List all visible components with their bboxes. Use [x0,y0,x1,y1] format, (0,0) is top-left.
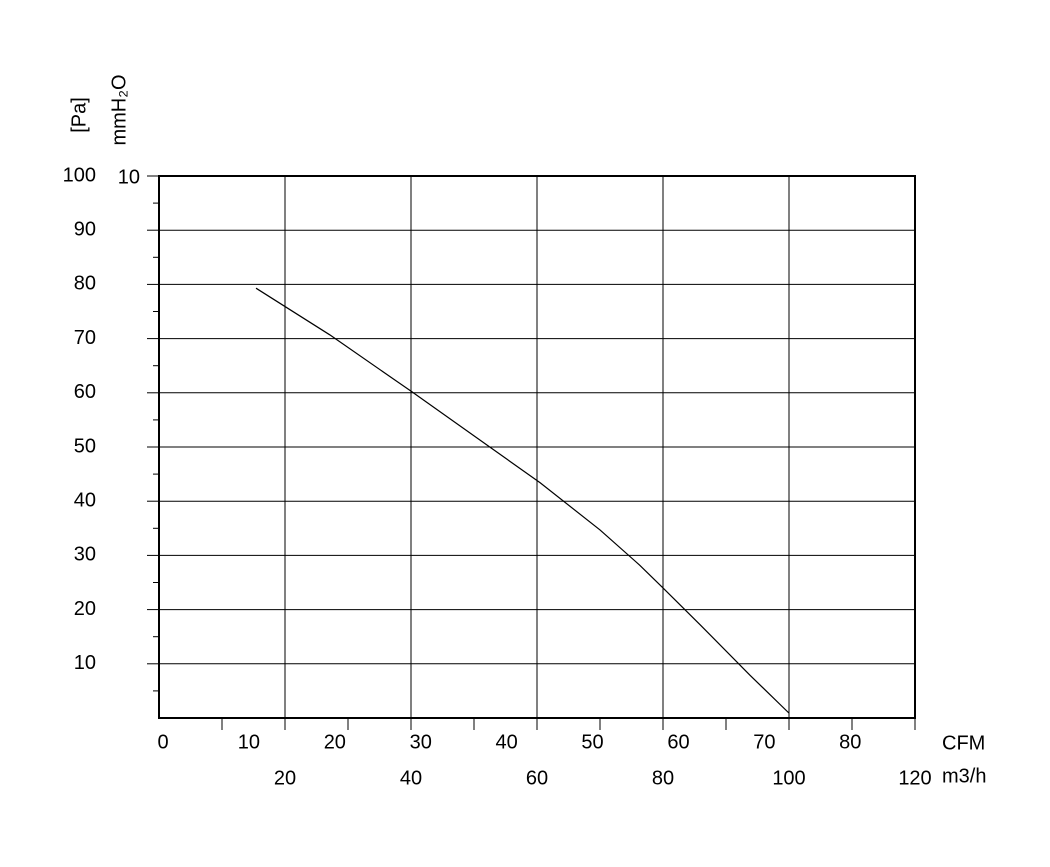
y-tick-label: 10 [74,652,96,674]
y-tick-label: 80 [74,273,96,295]
x2-tick-label: 30 [410,731,432,753]
y-tick-label: 30 [74,544,96,566]
x2-tick-label: 70 [753,731,775,753]
x2-tick-label: 0 [157,731,168,753]
x2-tick-label: 50 [581,731,603,753]
y-tick-label: 100 [63,164,96,186]
x-tick-label: 40 [400,767,422,789]
y-tick-label: 20 [74,598,96,620]
x2-tick-label: 20 [324,731,346,753]
y-tick-label: 70 [74,327,96,349]
x-tick-label: 120 [898,767,931,789]
plot-frame [158,175,916,719]
x2-tick-label: 60 [667,731,689,753]
y-tick-label: 50 [74,435,96,457]
y2-tick-label: 10 [118,166,140,188]
x-tick-label: 20 [274,767,296,789]
x-tick-label: 100 [772,767,805,789]
x-axis-label: m3/h [942,765,986,787]
y-tick-label: 60 [74,381,96,403]
x-tick-label: 60 [526,767,548,789]
y-axis-label: [Pa] [68,97,90,133]
performance-curve [255,287,790,714]
y2-axis-label: mmH₂O [108,74,130,145]
y-tick-label: 40 [74,489,96,511]
x2-axis-label: CFM [942,732,985,754]
x-tick-label: 80 [652,767,674,789]
x2-tick-label: 40 [496,731,518,753]
x2-tick-label: 80 [839,731,861,753]
x2-tick-label: 10 [238,731,260,753]
y-tick-label: 90 [74,218,96,240]
